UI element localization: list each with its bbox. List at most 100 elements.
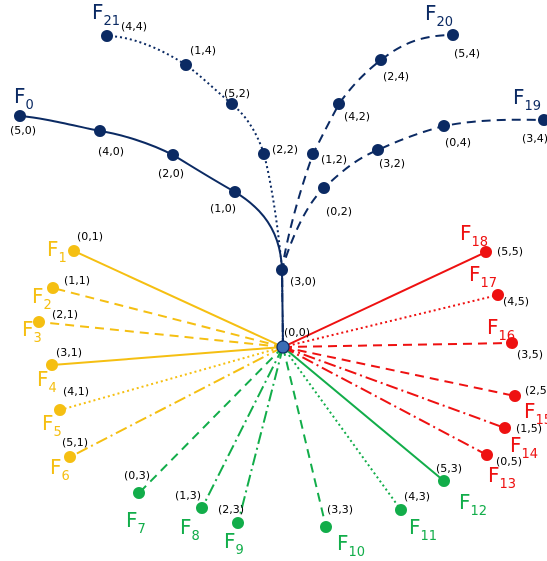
family-label-f8: F8: [180, 515, 200, 544]
spoke-f14-line: [282, 346, 506, 429]
spoke-f9-line: [237, 346, 284, 524]
chain-f21-path: [106, 35, 284, 348]
node-f20-0: [307, 148, 319, 160]
node-label-f19-0: (0,2): [326, 205, 352, 218]
node-f19-3: [538, 114, 547, 126]
node-label-f0-4: (5,0): [10, 124, 36, 137]
node-f12: [438, 475, 450, 487]
family-label-f12: F12: [459, 490, 487, 519]
family-label-f18: F18: [460, 221, 488, 250]
spoke-f15-line: [282, 346, 516, 397]
family-label-f7: F7: [126, 508, 146, 537]
node-f16: [506, 337, 518, 349]
node-label-f15: (2,5): [525, 384, 547, 397]
node-label-f10: (3,3): [327, 503, 353, 516]
node-f20-2: [375, 54, 387, 66]
node-label-f8: (1,3): [175, 489, 201, 502]
chain-f19-path: [280, 118, 545, 348]
spoke-f8-line: [201, 346, 284, 509]
node-label-f14: (1,5): [516, 422, 542, 435]
node-label-f21-0: (2,2): [272, 143, 298, 156]
node-label-f4: (3,1): [56, 346, 82, 359]
node-label-f2: (1,1): [64, 274, 90, 287]
spoke-f3-line: [38, 321, 284, 348]
node-label-f20-2: (2,4): [383, 70, 409, 83]
spoke-f4-line: [51, 346, 284, 366]
spoke-f1-line: [73, 250, 284, 348]
family-label-f3: F3: [22, 317, 42, 346]
node-label-f5: (4,1): [63, 385, 89, 398]
node-f0-3: [94, 125, 106, 137]
family-label-f14: F14: [510, 433, 538, 462]
origin-node: [277, 341, 289, 353]
spoke-f16-line: [282, 342, 513, 348]
node-label-f9: (2,3): [218, 503, 244, 516]
node-f3: [33, 316, 45, 328]
spoke-f17-line: [282, 294, 499, 348]
node-label-f12: (5,3): [436, 462, 462, 475]
family-label-f19: F19: [513, 85, 541, 114]
node-label-f20-0: (1,2): [321, 153, 347, 166]
spoke-f2-line: [52, 287, 284, 348]
node-f14: [499, 422, 511, 434]
spoke-f18-line: [282, 251, 487, 348]
spoke-f10-line: [282, 346, 327, 528]
family-label-f15: F15: [524, 399, 547, 428]
node-f5: [54, 404, 66, 416]
spoke-f11-line: [282, 346, 402, 511]
node-label-f7: (0,3): [124, 469, 150, 482]
node-label-f0-2: (2,0): [158, 167, 184, 180]
family-label-f5: F5: [42, 411, 62, 440]
node-f9: [232, 517, 244, 529]
node-f11: [395, 504, 407, 516]
node-f8: [196, 502, 208, 514]
node-label-f0-1: (1,0): [210, 202, 236, 215]
node-label-f1: (0,1): [77, 230, 103, 243]
family-label-f2: F2: [32, 284, 52, 313]
node-f19-2: [438, 120, 450, 132]
node-label-f11: (4,3): [404, 490, 430, 503]
node-label-f19-3: (3,4): [522, 132, 547, 145]
node-label-f19-1: (3,2): [379, 157, 405, 170]
family-label-f20: F20: [425, 1, 453, 30]
family-label-f11: F11: [409, 515, 437, 544]
node-f19-1: [372, 144, 384, 156]
node-f17: [492, 289, 504, 301]
spoke-f7-line: [138, 346, 284, 494]
family-label-f6: F6: [50, 455, 70, 484]
node-f20-1: [333, 98, 345, 110]
node-f19-0: [318, 182, 330, 194]
family-label-f9: F9: [224, 529, 244, 558]
spoke-f5-line: [59, 346, 284, 411]
family-label-f0: F0: [14, 84, 34, 113]
node-label-f20-1: (4,2): [344, 110, 370, 123]
node-f0-0: [276, 264, 288, 276]
node-f21-1: [226, 98, 238, 110]
node-label-f3: (2,1): [52, 308, 78, 321]
spoke-f6-line: [69, 346, 284, 458]
family-label-f21: F21: [92, 0, 120, 29]
spoke-f12-line: [282, 346, 445, 482]
chain-f20-path: [280, 34, 454, 348]
node-label-f20-3: (5,4): [454, 47, 480, 60]
family-label-f1: F1: [47, 237, 67, 266]
label-layer: (3,0) (1,0) (2,0) (4,0) (5,0) F0 (2,2) (5,2) (1,…: [10, 0, 547, 560]
family-label-f17: F17: [469, 262, 497, 291]
node-f21-3: [101, 30, 113, 42]
node-label-f17: (4,5): [503, 295, 529, 308]
origin-label: (0,0): [284, 326, 310, 339]
node-label-f21-2: (1,4): [190, 44, 216, 57]
node-f4: [46, 359, 58, 371]
node-label-f16: (3,5): [517, 348, 543, 361]
node-label-f13: (0,5): [496, 455, 522, 468]
node-f0-1: [229, 186, 241, 198]
node-f10: [320, 521, 332, 533]
node-label-f0-0: (3,0): [290, 275, 316, 288]
node-f7: [133, 487, 145, 499]
node-label-f21-1: (5,2): [224, 87, 250, 100]
node-label-f6: (5,1): [62, 436, 88, 449]
origin-node-ring: [276, 340, 290, 354]
family-label-f16: F16: [487, 315, 515, 344]
node-f0-4: [14, 110, 26, 122]
